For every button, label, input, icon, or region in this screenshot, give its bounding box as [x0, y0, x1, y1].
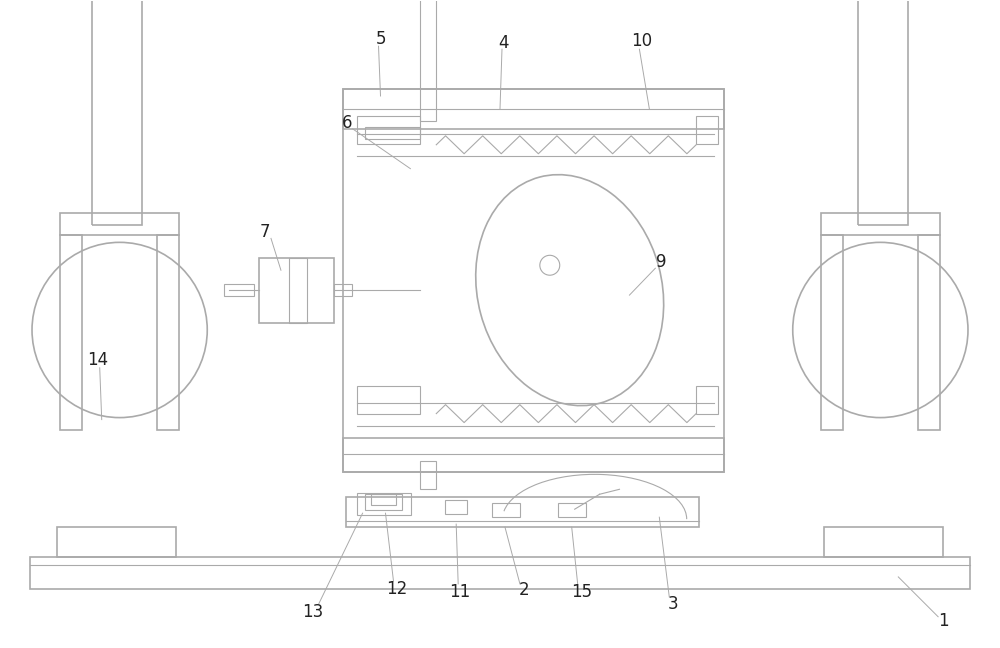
- Bar: [821, 213, 940, 235]
- Bar: [858, 0, 908, 226]
- Bar: [696, 116, 718, 144]
- Text: 12: 12: [386, 580, 407, 598]
- Bar: [30, 557, 970, 589]
- Bar: [821, 235, 843, 430]
- Bar: [357, 386, 420, 413]
- Text: 13: 13: [302, 603, 323, 621]
- Text: 7: 7: [260, 224, 270, 242]
- Bar: [343, 89, 724, 129]
- Bar: [343, 89, 724, 472]
- Text: 6: 6: [341, 114, 352, 132]
- Text: 14: 14: [87, 351, 108, 369]
- Text: 9: 9: [656, 253, 667, 272]
- Bar: [365, 127, 420, 139]
- Bar: [289, 259, 307, 323]
- Bar: [420, 0, 436, 121]
- Bar: [420, 461, 436, 489]
- Text: 11: 11: [450, 583, 471, 601]
- Bar: [357, 116, 420, 144]
- Bar: [365, 494, 402, 510]
- Text: 4: 4: [499, 34, 509, 52]
- Bar: [343, 437, 724, 472]
- Text: 5: 5: [375, 30, 386, 48]
- Text: 3: 3: [668, 595, 679, 613]
- Bar: [60, 213, 179, 235]
- Bar: [259, 259, 334, 323]
- Bar: [57, 527, 176, 557]
- Text: 10: 10: [631, 32, 652, 50]
- Bar: [558, 503, 586, 517]
- Bar: [157, 235, 179, 430]
- Bar: [60, 235, 82, 430]
- Bar: [346, 497, 699, 527]
- Bar: [918, 235, 940, 430]
- Bar: [334, 284, 352, 296]
- Bar: [492, 503, 520, 517]
- Bar: [224, 284, 254, 296]
- Text: 15: 15: [571, 583, 592, 601]
- Text: 2: 2: [519, 581, 529, 599]
- Bar: [92, 0, 142, 226]
- Text: 1: 1: [938, 612, 948, 630]
- Bar: [445, 500, 467, 514]
- Bar: [357, 493, 411, 515]
- Bar: [371, 494, 396, 505]
- Bar: [696, 386, 718, 413]
- Bar: [824, 527, 943, 557]
